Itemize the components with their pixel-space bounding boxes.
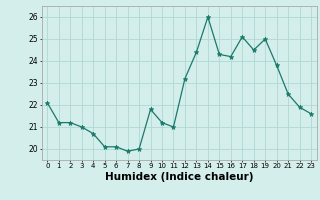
X-axis label: Humidex (Indice chaleur): Humidex (Indice chaleur) <box>105 172 253 182</box>
